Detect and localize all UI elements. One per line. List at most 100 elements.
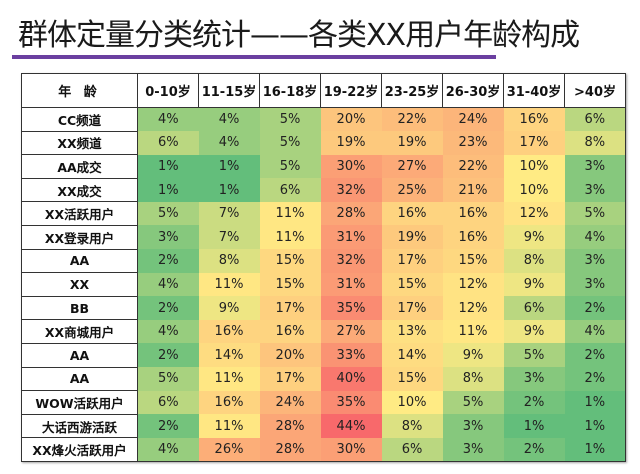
column-header: >40岁 [564, 73, 626, 108]
heat-cell: 5% [564, 201, 626, 226]
heat-cell: 8% [442, 367, 504, 391]
heat-cell: 3% [503, 367, 565, 391]
heat-cell: 11% [198, 367, 260, 391]
heat-cell: 1% [564, 390, 626, 415]
heat-cell: 9% [503, 272, 565, 297]
heat-cell: 5% [259, 131, 321, 155]
heat-cell: 4% [137, 272, 199, 297]
age-heatmap-table: 年 龄 0-10岁 11-15岁 16-18岁 19-22岁 23-25岁 26-30岁 3… [21, 73, 626, 462]
row-label: AA [21, 248, 138, 274]
heat-cell: 16% [198, 390, 260, 415]
heat-cell: 16% [381, 201, 443, 226]
table-row: XX烽火活跃用户 4% 26% 28% 30% 6% 3% 2% 1% [21, 437, 626, 462]
page-title: 群体定量分类统计——各类XX用户年龄构成 [18, 18, 580, 53]
heat-cell: 1% [503, 414, 565, 438]
heat-cell: 11% [259, 225, 321, 250]
heat-cell: 1% [137, 154, 199, 179]
heat-cell: 17% [381, 249, 443, 273]
heat-cell: 21% [442, 178, 504, 202]
heat-cell: 13% [381, 319, 443, 344]
heat-cell: 2% [137, 296, 199, 320]
heat-cell: 2% [137, 249, 199, 273]
heat-cell: 2% [503, 390, 565, 415]
heat-cell: 24% [259, 390, 321, 415]
table-row: BB 2% 9% 17% 35% 17% 12% 6% 2% [21, 295, 626, 321]
table-row: WOW活跃用户 6% 16% 24% 35% 10% 5% 2% 1% [21, 390, 626, 415]
heat-cell: 3% [564, 154, 626, 179]
heat-cell: 22% [442, 154, 504, 179]
table-row: AA 5% 11% 17% 40% 15% 8% 3% 2% [21, 366, 626, 392]
row-label: BB [21, 295, 138, 321]
heat-cell: 40% [320, 367, 382, 391]
heat-cell: 26% [198, 437, 260, 462]
heat-cell: 10% [381, 390, 443, 415]
heat-cell: 31% [320, 225, 382, 250]
heat-cell: 2% [137, 343, 199, 368]
heat-cell: 30% [320, 154, 382, 179]
column-header: 11-15岁 [198, 73, 260, 108]
heat-cell: 15% [259, 249, 321, 273]
heat-cell: 11% [198, 272, 260, 297]
row-label: XX成交 [21, 177, 138, 203]
heat-cell: 14% [198, 343, 260, 368]
heat-cell: 11% [442, 319, 504, 344]
heat-cell: 31% [320, 272, 382, 297]
column-header: 19-22岁 [320, 73, 382, 108]
heat-cell: 15% [259, 272, 321, 297]
table-row: XX成交 1% 1% 6% 32% 25% 21% 10% 3% [21, 177, 626, 203]
heat-cell: 12% [442, 296, 504, 320]
heat-cell: 5% [137, 367, 199, 391]
heat-cell: 3% [564, 249, 626, 273]
table-row: XX商城用户 4% 16% 16% 27% 13% 11% 9% 4% [21, 319, 626, 344]
heat-cell: 10% [503, 178, 565, 202]
heat-cell: 12% [442, 272, 504, 297]
heat-cell: 19% [320, 131, 382, 155]
heat-cell: 1% [564, 437, 626, 462]
heat-cell: 24% [442, 107, 504, 132]
heat-cell: 2% [564, 367, 626, 391]
heat-cell: 35% [320, 296, 382, 320]
heat-cell: 17% [259, 296, 321, 320]
heat-cell: 32% [320, 249, 382, 273]
heat-cell: 32% [320, 178, 382, 202]
heat-cell: 28% [259, 437, 321, 462]
column-header: 26-30岁 [442, 73, 504, 108]
table-row: XX登录用户 3% 7% 11% 31% 19% 16% 9% 4% [21, 224, 626, 250]
heat-cell: 9% [503, 319, 565, 344]
heat-cell: 3% [442, 414, 504, 438]
header-row: 年 龄 0-10岁 11-15岁 16-18岁 19-22岁 23-25岁 26-30岁 3… [21, 73, 626, 108]
heat-cell: 5% [503, 343, 565, 368]
heat-cell: 6% [503, 296, 565, 320]
heat-cell: 10% [503, 154, 565, 179]
heat-cell: 4% [137, 437, 199, 462]
heat-cell: 8% [198, 249, 260, 273]
heat-cell: 4% [137, 319, 199, 344]
table-row: CC频道 4% 4% 5% 20% 22% 24% 16% 6% [21, 107, 626, 132]
row-label: XX频道 [21, 130, 138, 156]
heat-cell: 25% [381, 178, 443, 202]
heat-cell: 17% [381, 296, 443, 320]
heat-cell: 2% [564, 343, 626, 368]
heat-cell: 1% [137, 178, 199, 202]
heat-cell: 17% [503, 131, 565, 155]
heat-cell: 12% [503, 201, 565, 226]
table-row: AA 2% 14% 20% 33% 14% 9% 5% 2% [21, 342, 626, 368]
heat-cell: 1% [198, 178, 260, 202]
row-label: XX烽火活跃用户 [21, 437, 138, 462]
table-row: XX 4% 11% 15% 31% 15% 12% 9% 3% [21, 272, 626, 297]
heat-cell: 16% [442, 201, 504, 226]
heat-cell: 27% [320, 319, 382, 344]
row-label: XX活跃用户 [21, 201, 138, 226]
heat-cell: 16% [442, 225, 504, 250]
heat-cell: 8% [381, 414, 443, 438]
heat-cell: 20% [320, 107, 382, 132]
heat-cell: 22% [381, 107, 443, 132]
heat-cell: 35% [320, 390, 382, 415]
heat-cell: 4% [564, 225, 626, 250]
table-row: XX活跃用户 5% 7% 11% 28% 16% 16% 12% 5% [21, 201, 626, 226]
row-label: 大话西游活跃 [21, 413, 138, 439]
heat-cell: 6% [137, 131, 199, 155]
heat-cell: 19% [381, 131, 443, 155]
heat-cell: 28% [259, 414, 321, 438]
heat-cell: 16% [198, 319, 260, 344]
